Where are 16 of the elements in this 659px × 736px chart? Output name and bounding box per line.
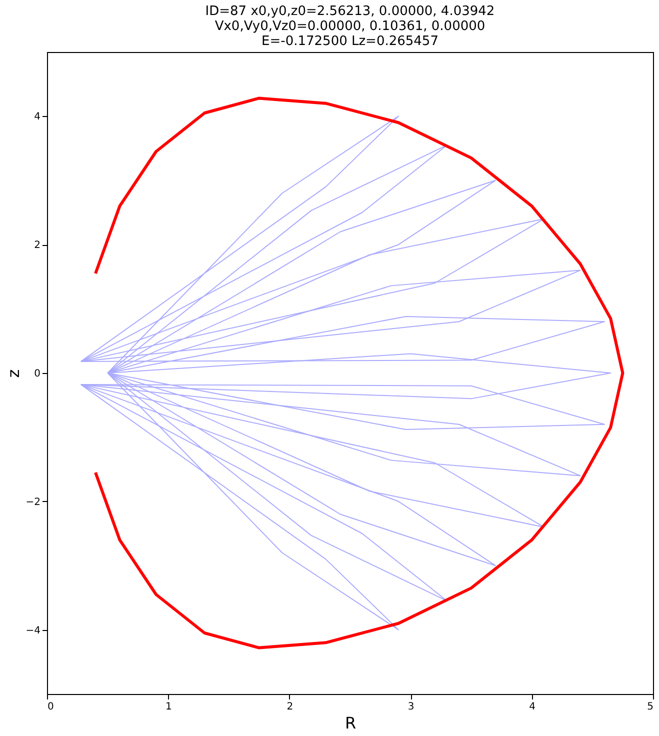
y-tick-label: −2: [26, 496, 40, 508]
y-tick-label: 0: [34, 368, 40, 380]
x-tick-label: 4: [529, 702, 536, 712]
text: Vx0,Vy0,Vz0=0.00000, 0.10361, 0.00000: [214, 19, 486, 34]
x-tick-label: 2: [286, 702, 294, 712]
y-tick-label: −4: [26, 625, 40, 636]
y-tick-label: 4: [34, 112, 40, 123]
y-tick-label: 2: [34, 240, 40, 252]
x-tick-label: 1: [166, 702, 172, 712]
x-tick-label: 0: [48, 702, 54, 712]
x-axis-title: R: [344, 714, 356, 732]
x-tick-label: 5: [647, 702, 654, 712]
text: ID=87 x0,y0,z0=2.56213, 0.00000, 4.03942: [205, 4, 495, 19]
x-tick-label: 3: [408, 702, 414, 712]
text: E=-0.172500 Lz=0.265457: [262, 34, 438, 49]
y-axis-title: z: [4, 369, 23, 378]
